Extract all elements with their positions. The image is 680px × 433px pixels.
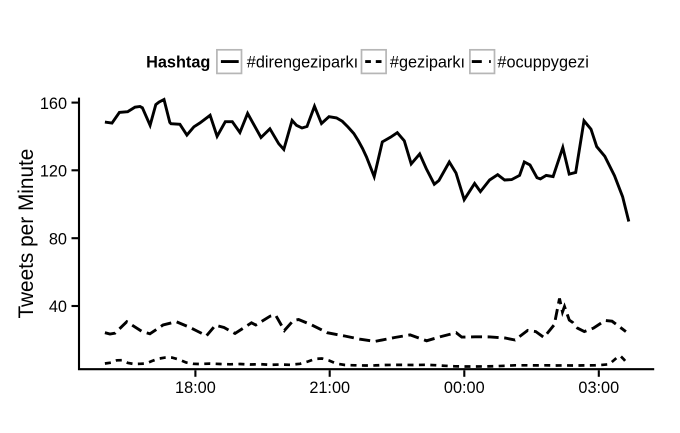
svg-text:03:00: 03:00 <box>578 379 619 397</box>
svg-text:160: 160 <box>40 95 67 113</box>
svg-text:00:00: 00:00 <box>444 379 485 397</box>
svg-text:18:00: 18:00 <box>175 379 216 397</box>
svg-text:#direngeziparkı: #direngeziparkı <box>247 53 358 71</box>
svg-text:120: 120 <box>40 163 67 181</box>
svg-text:80: 80 <box>49 230 67 248</box>
svg-text:40: 40 <box>49 298 67 316</box>
svg-text:#ocuppygezi: #ocuppygezi <box>497 53 588 71</box>
svg-text:Hashtag: Hashtag <box>146 53 210 71</box>
svg-text:21:00: 21:00 <box>309 379 350 397</box>
svg-text:Tweets per Minute: Tweets per Minute <box>15 149 38 319</box>
svg-text:#geziparkı: #geziparkı <box>390 53 465 71</box>
